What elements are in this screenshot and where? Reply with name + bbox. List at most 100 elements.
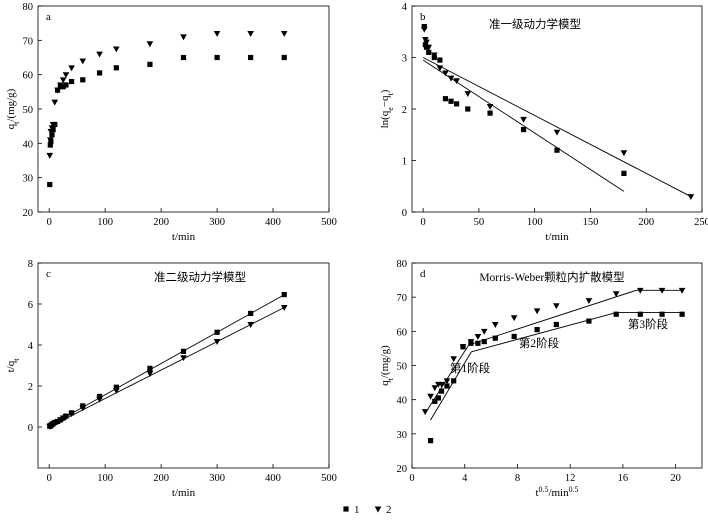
data-point-series-2	[427, 393, 434, 400]
x-tick-label: 100	[97, 217, 113, 228]
panel-letter: b	[420, 11, 426, 23]
legend-marker-2	[374, 506, 382, 513]
x-tick-label: 500	[321, 217, 337, 228]
y-tick-label: 6	[28, 300, 33, 311]
data-point-series-1	[511, 333, 517, 340]
data-point-series-2	[51, 99, 59, 106]
data-point-series-2	[687, 194, 695, 201]
data-point-series-2	[113, 388, 120, 394]
data-point-series-2	[438, 381, 445, 388]
data-point-series-2	[146, 371, 154, 377]
data-point-series-2	[213, 339, 221, 345]
data-point-series-1	[281, 54, 287, 61]
data-point-series-1	[481, 338, 487, 345]
data-point-series-1	[487, 110, 493, 116]
data-point-series-2	[447, 75, 455, 82]
y-tick-label: 3	[402, 54, 407, 65]
data-point-series-2	[620, 150, 628, 157]
x-axis-label: t/min	[172, 487, 196, 499]
data-point-series-2	[459, 344, 467, 351]
chart-panel-c: 0 100 200 300 400 500 0 2 4 6 8 t/min t/qt c 准二级动力学模型	[5, 259, 337, 499]
data-point-series-2	[467, 339, 475, 346]
x-tick-label: 0	[421, 217, 426, 228]
data-point-series-1	[60, 84, 66, 90]
data-point-series-2	[486, 103, 494, 110]
y-tick-label: 80	[23, 2, 34, 13]
y-tick-label: 20	[397, 464, 408, 475]
x-tick-label: 100	[97, 473, 113, 484]
data-point-series-2	[658, 287, 666, 294]
y-tick-label: 60	[397, 327, 408, 338]
data-point-series-2	[79, 405, 87, 412]
fit-line-series-1	[422, 59, 625, 192]
fit-line-series-1	[48, 294, 285, 427]
data-point-series-2	[47, 137, 54, 144]
stage-annotation: 第3阶段	[628, 317, 669, 331]
data-point-series-1	[621, 170, 627, 176]
x-axis-label: t0.5/min0.5	[535, 485, 578, 500]
data-point-series-2	[453, 78, 460, 85]
y-axis-label: t/qt	[5, 358, 21, 373]
data-point-series-2	[425, 44, 433, 51]
y-tick-label: 20	[23, 208, 34, 219]
data-point-series-2	[213, 30, 221, 37]
panel-title: 准一级动力学模型	[489, 17, 581, 31]
x-tick-label: 12	[565, 473, 576, 484]
data-point-series-2	[553, 129, 561, 136]
data-point-series-1	[553, 321, 559, 328]
chart-panel-b: 0 50 100 150 200 250 0 1 2 3 4 t/min ln(qe−qt) b 准一级动力…	[379, 2, 708, 243]
data-point-series-1	[454, 101, 460, 107]
panel-title: 准二级动力学模型	[154, 270, 246, 284]
data-point-series-2	[96, 396, 103, 403]
data-point-series-2	[59, 77, 67, 84]
y-axis-label: ln(qe−qt)	[379, 89, 395, 128]
y-axis-label: qt/(mg/g)	[379, 345, 395, 386]
panel-title: Morris-Weber颗粒内扩散模型	[479, 270, 624, 284]
data-point-series-1	[492, 335, 498, 341]
y-tick-label: 40	[397, 396, 408, 407]
data-point-series-1	[248, 310, 254, 317]
data-point-series-1	[448, 98, 454, 104]
data-point-series-1	[679, 311, 685, 317]
y-tick-label: 50	[397, 362, 408, 373]
data-point-series-2	[436, 65, 444, 72]
y-axis-label: qt/(mg/g)	[5, 88, 21, 129]
data-point-series-1	[534, 327, 540, 333]
y-tick-label: 1	[402, 157, 407, 168]
data-point-series-2	[612, 291, 620, 298]
x-tick-label: 300	[209, 217, 225, 228]
data-point-series-1	[147, 365, 153, 371]
data-point-series-1	[214, 329, 220, 335]
data-point-series-1	[475, 340, 481, 346]
data-point-series-1	[214, 54, 220, 61]
data-point-series-2	[423, 39, 430, 46]
data-point-series-2	[68, 65, 75, 72]
data-point-series-1	[432, 398, 438, 404]
data-point-series-2	[520, 116, 527, 123]
data-point-series-1	[421, 24, 427, 30]
data-point-series-1	[437, 57, 443, 63]
x-tick-label: 0	[47, 217, 52, 228]
stage-annotation: 第1阶段	[450, 361, 491, 375]
data-point-series-2	[510, 315, 518, 322]
data-point-series-1	[49, 132, 55, 138]
stage-annotation: 第2阶段	[519, 336, 560, 350]
data-point-series-2	[180, 355, 187, 362]
x-axis-label: t/min	[172, 231, 196, 243]
data-point-series-1	[47, 142, 53, 148]
data-point-series-1	[113, 65, 119, 71]
data-point-series-1	[281, 291, 287, 298]
data-point-series-1	[520, 127, 527, 133]
data-point-series-2	[54, 87, 61, 94]
x-tick-label: 400	[265, 473, 281, 484]
data-point-series-1	[586, 318, 592, 324]
x-tick-label: 400	[265, 217, 281, 228]
legend-label: 1	[354, 504, 360, 516]
x-tick-label: 8	[515, 473, 520, 484]
data-point-series-1	[438, 388, 445, 394]
data-point-series-2	[57, 82, 64, 89]
y-tick-label: 40	[23, 139, 34, 150]
data-point-series-1	[68, 78, 75, 85]
data-point-series-2	[450, 356, 457, 363]
data-point-series-1	[451, 378, 457, 384]
